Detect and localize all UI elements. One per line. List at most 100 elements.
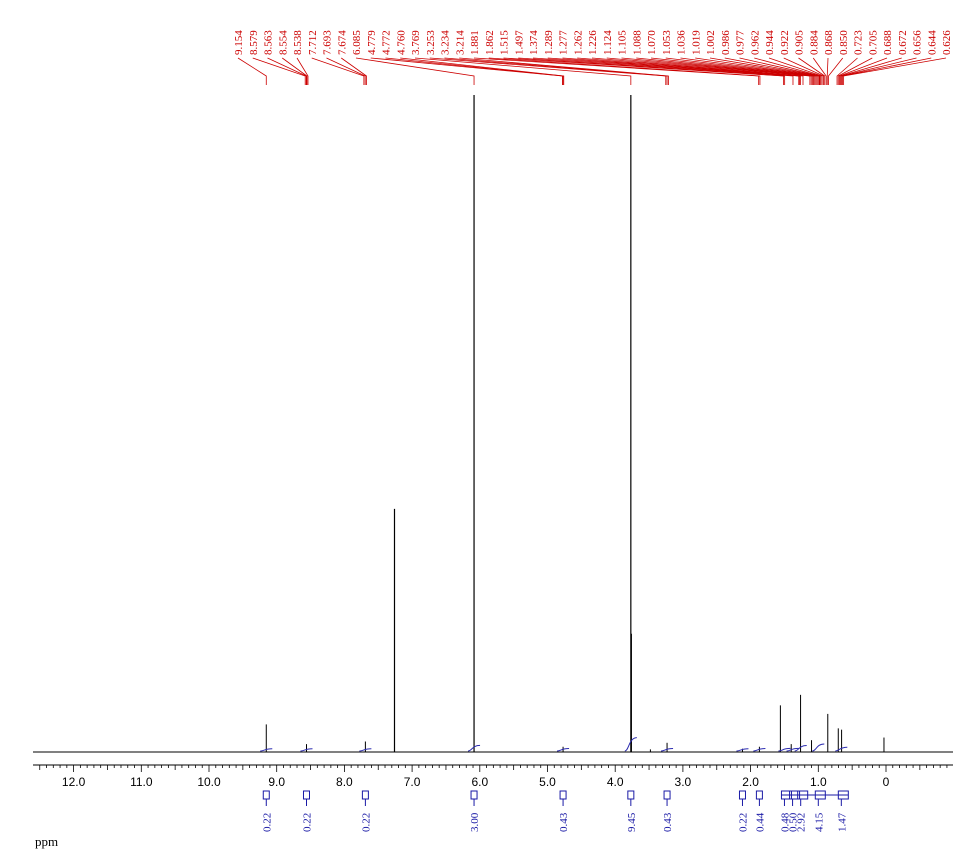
peak-connector-group: [237, 57, 947, 85]
x-tick-label: 3.0: [675, 775, 692, 789]
integral-value: 0.50: [788, 812, 800, 832]
x-tick-label: 12.0: [62, 775, 86, 789]
x-axis-unit-label: ppm: [35, 834, 58, 849]
integral-curve: [786, 747, 799, 752]
peak-label: 1.070: [646, 30, 658, 55]
peak-label: 6.085: [351, 30, 363, 55]
peak-label: 1.497: [513, 30, 525, 55]
peak-label: 1.036: [676, 30, 688, 55]
integral-value: 0.22: [301, 813, 313, 832]
peak-connector: [842, 57, 932, 85]
integral-group: 0.22 0.22 0.22 3.00 0.43 9.45 0.43 0.22 0.44 0.48…: [261, 790, 849, 832]
integral-curve: [778, 747, 791, 752]
peak-label: 4.772: [381, 30, 393, 55]
peak-label: 1.002: [705, 30, 717, 55]
peak-connector: [836, 57, 858, 85]
peak-label: 0.977: [735, 30, 747, 55]
peak-label: 9.154: [233, 30, 245, 55]
peak-label: 0.922: [779, 30, 791, 55]
peak-label: 4.779: [366, 30, 378, 55]
peak-label: 3.253: [425, 30, 437, 55]
peak-connector: [414, 57, 632, 85]
integral-bracket: [559, 790, 567, 800]
x-tick-label: 11.0: [130, 775, 153, 789]
peak-label: 0.688: [882, 30, 894, 55]
peak-connector: [591, 57, 804, 85]
integral-bracket: [738, 790, 746, 800]
integral-curve: [661, 747, 674, 752]
peak-label: 0.944: [764, 30, 776, 55]
peak-label: 3.234: [440, 30, 452, 55]
x-tick-label: 1.0: [810, 775, 827, 789]
peak-connector: [400, 57, 565, 85]
peak-label: 0.723: [853, 30, 865, 55]
peak-label: 1.262: [572, 30, 584, 55]
integral-bracket: [262, 790, 270, 800]
integral-bracket: [755, 790, 763, 800]
integral-curve: [812, 743, 825, 752]
integral-curve: [624, 737, 637, 752]
peak-connector: [798, 57, 826, 85]
peak-connector: [841, 57, 917, 85]
peak-connector: [282, 57, 308, 85]
peak-label: 1.374: [528, 30, 540, 55]
peak-label: 0.705: [867, 30, 879, 55]
x-tick-label: 10.0: [197, 775, 221, 789]
peak-label: 1.881: [469, 30, 481, 55]
peak-connector: [840, 57, 902, 85]
peak-label: 8.563: [263, 30, 275, 55]
peak-label: 1.105: [617, 30, 629, 55]
x-axis: 12.0 11.0 10.0 9.0 8.0 7.0 6.0 5.0 4.0 3.0 2.0 1.0 0: [33, 764, 953, 789]
peak-label: 0.868: [823, 30, 835, 55]
peak-connector: [826, 57, 829, 85]
x-tick-label: 2.0: [742, 775, 759, 789]
peak-connector: [518, 57, 786, 85]
peak-label: 0.850: [838, 30, 850, 55]
peak-label: 8.554: [277, 30, 289, 55]
peak-label: 0.884: [808, 30, 820, 55]
peak-connector: [326, 57, 366, 85]
x-tick-label: 6.0: [471, 775, 488, 789]
integral-value: 0.43: [662, 812, 674, 832]
integral-bracket: [627, 790, 635, 800]
integral-curve: [557, 747, 570, 752]
x-tick-label: 5.0: [539, 775, 556, 789]
peak-label: 0.962: [749, 30, 761, 55]
peak-connector: [532, 57, 794, 85]
peak-label: 7.693: [322, 30, 334, 55]
integral-bracket: [361, 790, 369, 800]
integral-curve-group: [260, 737, 848, 752]
integral-value: 2.92: [796, 813, 808, 832]
peak-label: 1.124: [602, 30, 614, 55]
peak-label: 7.674: [336, 30, 348, 55]
peak-label: 0.626: [941, 30, 953, 55]
peak-label: 7.712: [307, 30, 319, 55]
integral-value: 0.22: [261, 813, 273, 832]
integral-value: 0.22: [360, 813, 372, 832]
peak-label: 1.019: [690, 30, 702, 55]
peak-connector: [488, 57, 761, 85]
peak-label: 0.672: [897, 30, 909, 55]
peak-label: 0.644: [926, 30, 938, 55]
x-tick-label: 9.0: [268, 775, 285, 789]
peak-label: 1.088: [631, 30, 643, 55]
integral-value: 4.15: [813, 812, 825, 832]
peak-label: 4.760: [395, 30, 407, 55]
peak-connector: [783, 57, 824, 85]
integral-curve: [300, 748, 313, 752]
integral-bracket: [470, 790, 478, 800]
x-tick-label: 7.0: [404, 775, 421, 789]
integral-curve: [467, 744, 481, 752]
integral-curve: [794, 744, 807, 752]
x-tick-label: 0: [883, 775, 890, 789]
peak-label: 8.579: [248, 30, 260, 55]
peak-label: 3.214: [454, 30, 466, 55]
peak-connector: [311, 57, 365, 85]
integral-value: 0.22: [737, 813, 749, 832]
peak-label-group: 9.154 8.579 8.563 8.554 8.538 7.712 7.693 7.674…: [233, 30, 953, 55]
peak-label: 0.656: [912, 30, 924, 55]
x-tick-label: 8.0: [336, 775, 353, 789]
peak-label: 8.538: [292, 30, 304, 55]
integral-curve: [260, 748, 273, 752]
